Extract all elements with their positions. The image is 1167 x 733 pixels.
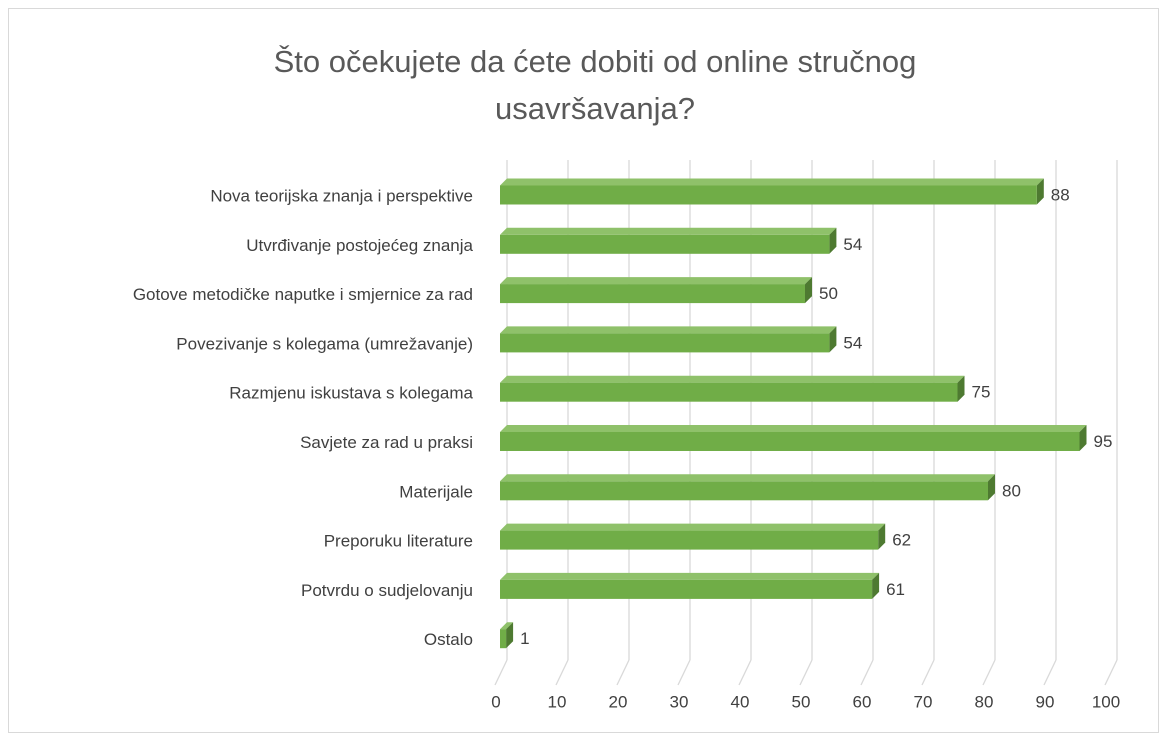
bar (500, 333, 830, 353)
category-label: Povezivanje s kolegama (umrežavanje) (176, 334, 473, 353)
grid-line-floor (1043, 659, 1057, 686)
x-tick-label: 40 (731, 692, 750, 711)
x-tick-label: 100 (1092, 692, 1120, 711)
grid-line-floor (982, 659, 996, 686)
x-tick-label: 60 (853, 692, 872, 711)
grid-line-floor (1104, 659, 1118, 686)
x-tick-label: 0 (491, 692, 500, 711)
grid-line-floor (738, 659, 752, 686)
category-label: Gotove metodičke naputke i smjernice za … (133, 285, 473, 304)
bar-side (829, 326, 837, 353)
x-tick-label: 50 (792, 692, 811, 711)
bar-side (988, 474, 995, 501)
value-label: 80 (1002, 481, 1021, 500)
grid-line-floor (616, 659, 630, 686)
value-label: 88 (1051, 185, 1070, 204)
category-label: Razmjenu iskustava s kolegama (229, 384, 473, 403)
value-label: 62 (892, 531, 911, 550)
grid-line-floor (799, 659, 813, 686)
bar (500, 579, 873, 599)
bar-side (878, 523, 886, 550)
bar-side (506, 622, 514, 649)
chart-title: Što očekujete da ćete dobiti od online s… (273, 44, 917, 126)
bar (500, 481, 988, 501)
category-label: Utvrđivanje postojećeg znanja (246, 236, 473, 255)
grid-line-floor (555, 659, 569, 686)
bar (500, 234, 830, 254)
bar-side (872, 572, 880, 599)
bar-side (957, 375, 965, 402)
value-label: 54 (843, 333, 862, 352)
bar (500, 530, 879, 550)
value-label: 50 (819, 284, 838, 303)
x-tick-label: 90 (1036, 692, 1055, 711)
x-tick-label: 30 (670, 692, 689, 711)
category-label: Savjete za rad u praksi (300, 433, 473, 452)
bar-top (500, 425, 1087, 432)
value-label: 75 (972, 383, 991, 402)
bar (500, 382, 958, 402)
x-tick-label: 10 (548, 692, 567, 711)
x-tick-label: 70 (914, 692, 933, 711)
bar (500, 284, 805, 304)
bar-top (500, 227, 837, 235)
grid-line-floor (677, 659, 691, 686)
bar-top (500, 326, 837, 334)
category-label: Ostalo (424, 630, 473, 649)
x-tick-label: 80 (975, 692, 994, 711)
bar-side (805, 277, 812, 304)
x-tick-label: 20 (609, 692, 628, 711)
grid-line-floor (494, 659, 508, 686)
bar-top (500, 572, 880, 580)
bar-side (1036, 178, 1044, 205)
bar-top (500, 178, 1044, 186)
grid-line-floor (860, 659, 874, 686)
category-label: Nova teorijska znanja i perspektive (210, 186, 473, 205)
bar (500, 432, 1080, 451)
bar-top (500, 277, 812, 285)
value-label: 61 (886, 580, 905, 599)
bar (500, 185, 1037, 205)
bar (500, 629, 507, 649)
value-label: 1 (520, 629, 529, 648)
value-label: 54 (843, 235, 862, 254)
bar-top (500, 622, 514, 630)
bar-top (500, 375, 965, 383)
bar-top (500, 523, 886, 531)
bar-top (500, 474, 995, 482)
category-label: Materijale (399, 482, 473, 501)
category-label: Preporuku literature (324, 532, 473, 551)
value-label: 95 (1094, 432, 1113, 451)
bar-side (1079, 425, 1087, 451)
bar-side (829, 227, 837, 254)
category-label: Potvrdu o sudjelovanju (301, 581, 473, 600)
grid-line-floor (921, 659, 935, 686)
